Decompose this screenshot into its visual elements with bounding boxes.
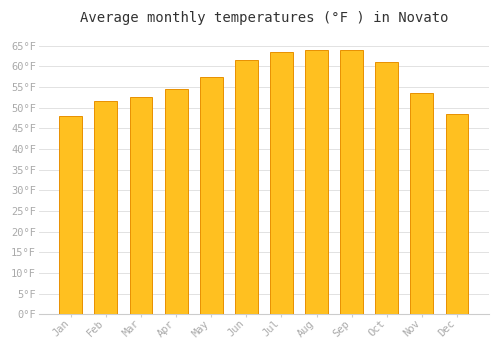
Bar	[200, 77, 222, 314]
Bar	[235, 60, 258, 314]
Bar	[164, 89, 188, 314]
Bar	[94, 102, 118, 314]
Bar	[270, 52, 293, 314]
Bar	[130, 97, 152, 314]
Bar	[376, 62, 398, 314]
Bar	[446, 114, 468, 314]
Bar	[305, 50, 328, 314]
Bar	[60, 116, 82, 314]
Bar	[410, 93, 434, 314]
Bar	[340, 50, 363, 314]
Title: Average monthly temperatures (°F ) in Novato: Average monthly temperatures (°F ) in No…	[80, 11, 448, 25]
